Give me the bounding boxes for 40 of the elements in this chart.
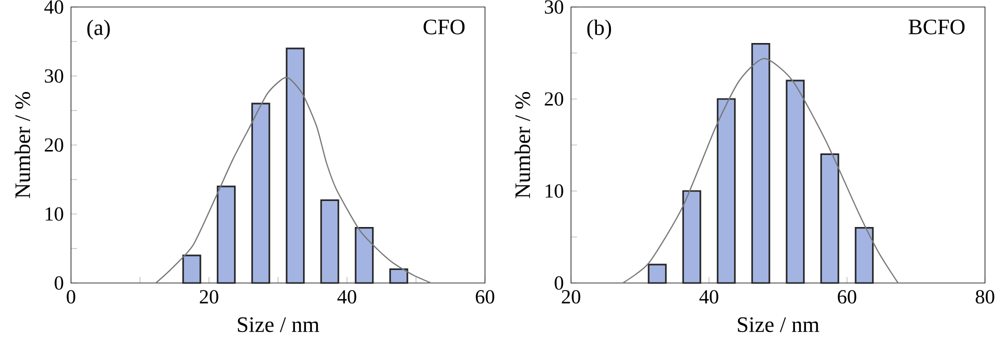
bar (182, 254, 202, 284)
annotation: BCFO (908, 20, 965, 34)
y-tick-label: 20 (44, 138, 64, 152)
y-tick-label: 10 (546, 184, 564, 198)
bar (751, 43, 770, 284)
x-axis-title: Size / nm (238, 317, 320, 332)
bar (786, 80, 805, 284)
x-axis-title: Size / nm (738, 317, 820, 332)
bar (251, 102, 270, 284)
y-axis-title: Number / % (514, 92, 530, 198)
x-tick-label: 0 (66, 290, 76, 304)
bar (389, 268, 408, 284)
annotation: (a) (87, 20, 110, 40)
bar (354, 227, 374, 284)
y-tick-label: 0 (554, 276, 564, 290)
x-tick-label: 80 (976, 290, 994, 304)
annotation: (b) (587, 20, 612, 40)
y-axis-title: Number / % (14, 92, 30, 198)
x-tick-label: 60 (838, 290, 856, 304)
annotation: CFO (424, 20, 465, 34)
bar (648, 264, 667, 284)
bar (682, 190, 702, 284)
x-tick-label: 60 (476, 290, 494, 304)
bar (286, 48, 305, 284)
bar (820, 153, 840, 284)
x-tick-label: 20 (200, 290, 218, 304)
y-tick-label: 0 (54, 276, 64, 290)
line-series (622, 58, 899, 284)
bar (854, 227, 874, 284)
bar (216, 186, 236, 284)
y-tick-label: 10 (46, 207, 64, 221)
y-tick-label: 20 (544, 92, 564, 106)
bar (716, 98, 736, 284)
y-tick-label: 30 (544, 0, 564, 14)
y-tick-label: 30 (44, 69, 64, 83)
x-tick-label: 20 (562, 290, 580, 304)
y-tick-label: 40 (44, 0, 64, 14)
bar (320, 199, 340, 284)
x-tick-label: 40 (699, 290, 718, 304)
x-tick-label: 40 (337, 290, 356, 304)
